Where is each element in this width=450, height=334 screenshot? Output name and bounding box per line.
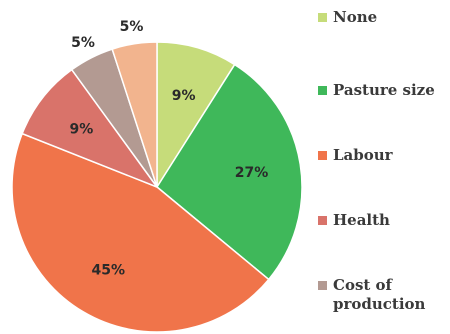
pie-label-health: 9% [70, 121, 94, 137]
pie-slice-pasture-size [156, 63, 303, 281]
pie-label-pasture-size: 27% [235, 165, 269, 181]
legend-label-health: Health [333, 211, 390, 229]
legend-label-cost-of-production: Cost of production [333, 276, 426, 313]
pie-slice-none [156, 41, 236, 190]
legend-swatch-none [318, 13, 327, 22]
pie-label-cost-of-production: 5% [71, 35, 95, 51]
chart-legend: None Pasture size Labour Health Cost of … [318, 0, 450, 334]
legend-item-cost-of-production: Cost of production [318, 276, 445, 314]
legend-item-health: Health [318, 211, 445, 230]
legend-swatch-pasture-size [318, 86, 327, 95]
pie-slice-health [21, 68, 160, 189]
pie-slice-other [111, 41, 158, 188]
pie-label-labour: 45% [92, 262, 126, 278]
pie-label-other: 5% [120, 19, 144, 35]
legend-item-none: None [318, 8, 445, 27]
legend-item-pasture-size: Pasture size [318, 81, 445, 100]
pie-chart: 9% 27% 45% 9% 5% 5% [11, 19, 303, 333]
legend-swatch-labour [318, 151, 327, 160]
pie-label-none: 9% [172, 88, 196, 104]
legend-label-labour: Labour [333, 146, 393, 164]
legend-swatch-cost-of-production [318, 281, 327, 290]
legend-item-labour: Labour [318, 146, 445, 165]
pie-slice-labour [11, 132, 270, 333]
legend-label-pasture-size: Pasture size [333, 81, 435, 99]
legend-swatch-health [318, 216, 327, 225]
legend-label-none: None [333, 8, 378, 26]
